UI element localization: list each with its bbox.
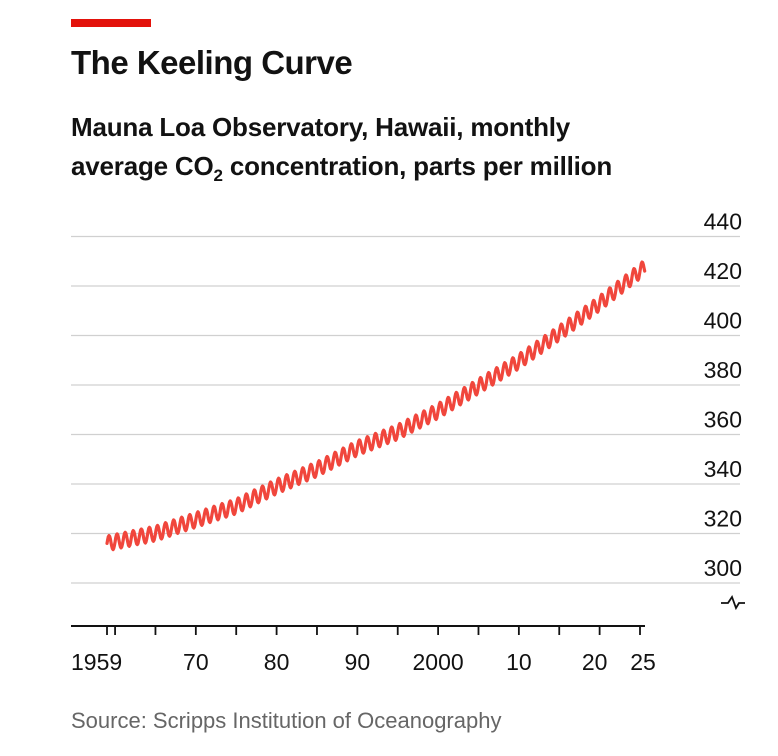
y-tick-label-360: 360 <box>704 407 742 433</box>
x-tick-label-2025: 25 <box>630 649 656 675</box>
y-tick-label-320: 320 <box>704 506 742 532</box>
y-tick-label-440: 440 <box>704 209 742 235</box>
x-tick-label-1980: 80 <box>264 649 290 675</box>
subtitle-line-1: Mauna Loa Observatory, Hawaii, monthly <box>71 112 571 142</box>
subtitle-subscript: 2 <box>213 166 223 185</box>
co2-series-line <box>105 260 647 552</box>
source-note: Source: Scripps Institution of Oceanogra… <box>71 708 502 733</box>
x-tick-label-2000: 2000 <box>413 649 464 675</box>
subtitle-line-2-start: average CO <box>71 151 214 181</box>
x-tick-label-2010: 10 <box>506 649 532 675</box>
y-tick-label-380: 380 <box>704 357 742 383</box>
chart-title: The Keeling Curve <box>71 44 353 81</box>
y-tick-label-400: 400 <box>704 308 742 334</box>
y-tick-label-340: 340 <box>704 456 742 482</box>
x-tick-label-1959: 1959 <box>71 649 122 675</box>
chart-subtitle: Mauna Loa Observatory, Hawaii, monthly av… <box>71 108 761 186</box>
keeling-curve-chart: 300 320 340 360 380 400 420 440 1959 70 80 90 2000 10… <box>71 209 745 675</box>
x-tick-label-1990: 90 <box>345 649 371 675</box>
y-tick-label-300: 300 <box>704 555 742 581</box>
y-axis-break-mark <box>721 595 745 611</box>
y-tick-label-420: 420 <box>704 258 742 284</box>
x-tick-label-1970: 70 <box>183 649 209 675</box>
subtitle-line-2-end: concentration, parts per million <box>222 151 613 181</box>
header-accent-bar <box>71 19 151 27</box>
x-tick-label-2020: 20 <box>582 649 608 675</box>
